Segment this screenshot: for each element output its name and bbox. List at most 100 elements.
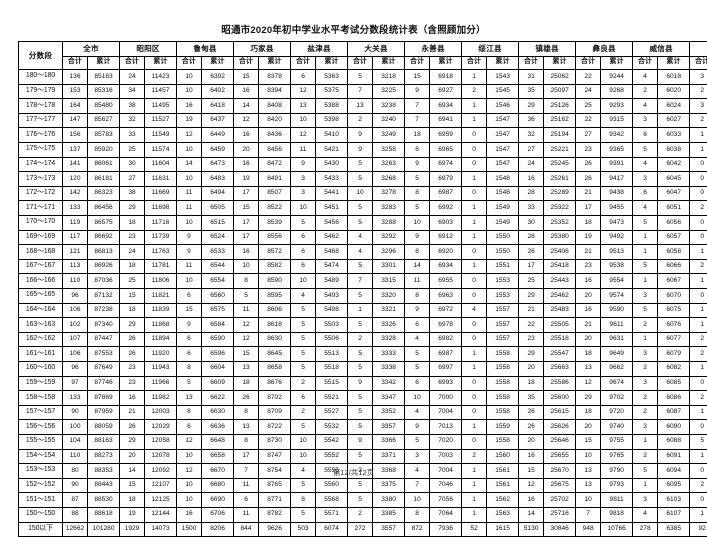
cell-count: 17 — [234, 230, 259, 245]
cell-cumulative: 9649 — [601, 347, 633, 362]
cell-count: 3 — [633, 347, 658, 362]
cell-cumulative: 9793 — [601, 478, 633, 493]
cell-cumulative: 6993 — [430, 376, 462, 391]
cell-count: 5 — [234, 289, 259, 304]
cell-count: 18 — [405, 128, 430, 143]
header-subcol-cumulative: 累计 — [487, 56, 519, 70]
cell-cumulative: 1546 — [487, 99, 519, 114]
cell-count: 2 — [633, 318, 658, 333]
cell-count: 9 — [291, 157, 316, 172]
cell-cumulative: 5515 — [316, 376, 348, 391]
cell-cumulative: 6622 — [202, 391, 234, 406]
cell-count: 14 — [234, 99, 259, 114]
cell-cumulative: 5456 — [316, 216, 348, 231]
cell-count: 9 — [348, 128, 373, 143]
cell-cumulative: 8472 — [259, 157, 291, 172]
cell-count: 13 — [234, 361, 259, 376]
cell-cumulative: 25162 — [544, 113, 576, 128]
cell-count: 16 — [519, 449, 544, 464]
cell-cumulative: 6076 — [658, 318, 690, 333]
cell-total-cumulative: 6074 — [316, 522, 348, 537]
cell-count: 6 — [633, 128, 658, 143]
cell-count: 2 — [690, 113, 707, 128]
cell-cumulative: 6077 — [658, 332, 690, 347]
cell-count: 24 — [120, 245, 145, 260]
cell-cumulative: 6038 — [658, 143, 690, 158]
cell-count: 5 — [348, 420, 373, 435]
cell-cumulative: 87132 — [88, 289, 120, 304]
cell-count: 6 — [291, 245, 316, 260]
cell-cumulative: 6088 — [658, 434, 690, 449]
cell-cumulative: 6085 — [658, 376, 690, 391]
cell-count: 10 — [348, 186, 373, 201]
cell-cumulative: 8378 — [259, 70, 291, 85]
cell-cumulative: 5410 — [316, 128, 348, 143]
header-score-range: 分数段 — [19, 42, 63, 70]
cell-count: 11 — [177, 186, 202, 201]
cell-cumulative: 88059 — [88, 420, 120, 435]
cell-count: 5 — [405, 434, 430, 449]
table-container: 分数段 全市昭阳区鲁甸县巧家县盐津县大关县永善县绥江县镇雄县彝良县威信县水富市 … — [0, 41, 707, 537]
cell-count: 0 — [690, 216, 707, 231]
header-subcol-count: 合计 — [690, 56, 707, 70]
cell-cumulative: 5542 — [316, 434, 348, 449]
cell-cumulative: 3249 — [373, 128, 405, 143]
cell-cumulative: 25505 — [544, 318, 576, 333]
cell-count: 90 — [63, 478, 88, 493]
cell-count: 10 — [576, 449, 601, 464]
cell-cumulative: 5468 — [316, 245, 348, 260]
cell-count: 1 — [633, 478, 658, 493]
cell-count: 6 — [405, 376, 430, 391]
cell-cumulative: 6982 — [430, 332, 462, 347]
cell-cumulative: 11966 — [145, 376, 177, 391]
cell-cumulative: 6554 — [202, 274, 234, 289]
cell-count: 10 — [291, 434, 316, 449]
cell-cumulative: 6533 — [202, 245, 234, 260]
cell-cumulative: 6494 — [202, 186, 234, 201]
cell-cumulative: 87869 — [88, 391, 120, 406]
cell-count: 0 — [462, 376, 487, 391]
cell-cumulative: 6091 — [658, 449, 690, 464]
cell-cumulative: 6972 — [430, 303, 462, 318]
cell-count: 3 — [690, 70, 707, 85]
cell-count: 14 — [405, 259, 430, 274]
cell-count: 34 — [120, 84, 145, 99]
header-subcol-count: 合计 — [291, 56, 316, 70]
cell-count: 24 — [519, 157, 544, 172]
cell-cumulative: 9755 — [601, 434, 633, 449]
cell-cumulative: 7064 — [430, 507, 462, 522]
cell-cumulative: 11763 — [145, 245, 177, 260]
cell-cumulative: 3258 — [373, 143, 405, 158]
cell-cumulative: 3278 — [373, 186, 405, 201]
cell-count: 4 — [462, 303, 487, 318]
cell-cumulative: 8782 — [259, 507, 291, 522]
cell-count: 2 — [690, 347, 707, 362]
cell-count: 5 — [348, 318, 373, 333]
cell-count: 10 — [177, 493, 202, 508]
cell-cumulative: 8420 — [259, 113, 291, 128]
cell-cumulative: 86061 — [88, 157, 120, 172]
cell-cumulative: 6963 — [430, 289, 462, 304]
cell-cumulative: 7013 — [430, 420, 462, 435]
cell-cumulative: 6047 — [658, 186, 690, 201]
cell-cumulative: 1558 — [487, 376, 519, 391]
cell-count: 15 — [234, 347, 259, 362]
cell-cumulative: 6045 — [658, 172, 690, 187]
cell-cumulative: 5518 — [316, 361, 348, 376]
cell-cumulative: 6706 — [202, 507, 234, 522]
cell-count: 15 — [405, 70, 430, 85]
cell-cumulative: 25352 — [544, 216, 576, 231]
cell-count: 156 — [63, 128, 88, 143]
cell-count: 2 — [633, 361, 658, 376]
cell-count: 4 — [633, 99, 658, 114]
cell-cumulative: 5506 — [316, 332, 348, 347]
cell-cumulative: 6042 — [658, 157, 690, 172]
cell-cumulative: 85480 — [88, 99, 120, 114]
cell-count: 16 — [234, 84, 259, 99]
cell-cumulative: 9740 — [601, 420, 633, 435]
cell-cumulative: 87340 — [88, 318, 120, 333]
